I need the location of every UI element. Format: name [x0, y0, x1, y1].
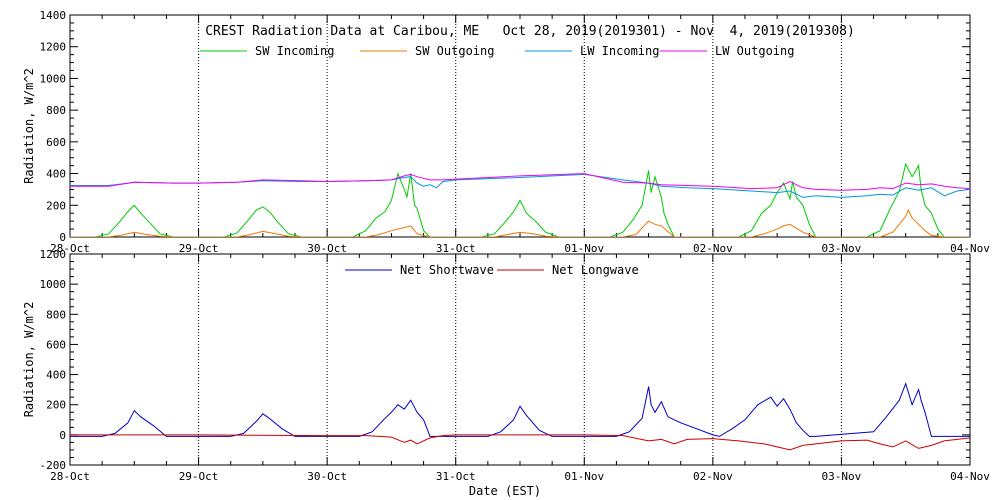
x-tick-label: 31-Oct — [436, 470, 476, 483]
x-tick-label: 03-Nov — [822, 242, 862, 255]
y-tick-label: 1400 — [40, 9, 67, 22]
y-tick-label: 200 — [46, 199, 66, 212]
y-tick-label: 1200 — [40, 248, 67, 261]
y-tick-label: 600 — [46, 338, 66, 351]
top-panel-radiation-components: 0 200 400 600 800 1000 1200 1400 28-Oct 29-Oct 30-… — [22, 9, 990, 255]
y-tick-label: 1200 — [40, 41, 67, 54]
legend-label: Net Longwave — [552, 263, 639, 277]
x-tick-label: 29-Oct — [179, 242, 219, 255]
x-tick-label: 01-Nov — [564, 242, 604, 255]
legend-label: Net Shortwave — [400, 263, 494, 277]
y-tick-label: -200 — [40, 459, 67, 472]
x-tick-label: 31-Oct — [436, 242, 476, 255]
x-tick-label: 04-Nov — [950, 242, 990, 255]
series-line-net-shortwave — [70, 382, 970, 437]
y-tick-label: 800 — [46, 104, 66, 117]
y-tick-label: 1000 — [40, 278, 67, 291]
legend-label: SW Outgoing — [415, 44, 494, 58]
x-tick-label: 30-Oct — [307, 470, 347, 483]
x-tick-label: 04-Nov — [950, 470, 990, 483]
y-axis-label: Radiation, W/m^2 — [22, 302, 36, 418]
x-tick-label: 02-Nov — [693, 242, 733, 255]
y-tick-label: 400 — [46, 369, 66, 382]
legend-label: LW Outgoing — [715, 44, 794, 58]
x-tick-label: 28-Oct — [50, 470, 90, 483]
legend-label: LW Incoming — [580, 44, 659, 58]
y-tick-label: 0 — [59, 429, 66, 442]
y-tick-label: 1000 — [40, 72, 67, 85]
series-line-net-longwave — [70, 434, 970, 451]
series-line-lw-outgoing — [70, 173, 970, 191]
x-tick-label: 01-Nov — [564, 470, 604, 483]
y-tick-label: 400 — [46, 168, 66, 181]
bottom-panel-net-radiation: -200 0 200 400 600 800 1000 1200 28-Oct 29-Oct 30-… — [22, 248, 990, 483]
x-axis-label: Date (EST) — [469, 484, 541, 498]
series-line-sw-outgoing — [70, 208, 970, 237]
series-line-lw-incoming — [70, 173, 970, 198]
y-tick-label: 0 — [59, 231, 66, 244]
y-tick-label: 600 — [46, 136, 66, 149]
x-tick-label: 28-Oct — [50, 242, 90, 255]
x-tick-label: 29-Oct — [179, 470, 219, 483]
x-tick-label: 03-Nov — [822, 470, 862, 483]
chart-title: CREST Radiation Data at Caribou, ME Oct … — [205, 24, 855, 39]
x-tick-label: 30-Oct — [307, 242, 347, 255]
y-tick-label: 200 — [46, 399, 66, 412]
y-axis-label: Radiation, W/m^2 — [22, 68, 36, 184]
series-line-sw-incoming — [70, 162, 970, 237]
y-tick-label: 800 — [46, 308, 66, 321]
legend-label: SW Incoming — [255, 44, 334, 58]
x-tick-label: 02-Nov — [693, 470, 733, 483]
